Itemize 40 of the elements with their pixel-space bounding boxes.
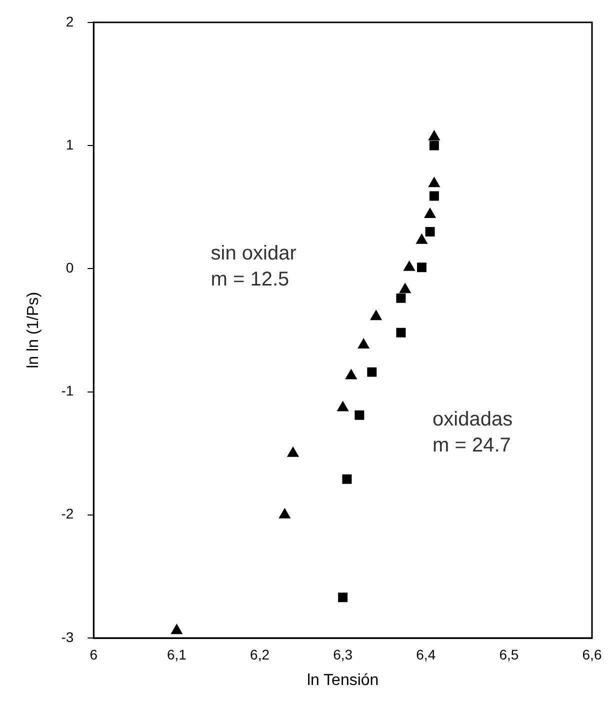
x-axis-title: ln Tensión xyxy=(306,672,379,689)
x-tick-label: 6,2 xyxy=(250,646,270,662)
point xyxy=(416,234,428,244)
point xyxy=(287,446,299,457)
x-tick-label: 6,1 xyxy=(166,646,187,662)
point xyxy=(358,338,370,348)
point xyxy=(345,369,357,380)
y-tick-label: -3 xyxy=(61,628,74,645)
y-tick-label: 2 xyxy=(66,13,74,30)
point xyxy=(399,283,411,294)
point xyxy=(428,177,440,188)
annotation: oxidadas m = 24.7 xyxy=(432,408,513,457)
point xyxy=(396,293,406,303)
point xyxy=(171,624,182,634)
x-tick-label: 6,3 xyxy=(333,646,353,662)
x-tick-label: 6,4 xyxy=(416,646,436,662)
y-axis-title: ln ln (1/Ps) xyxy=(25,292,42,368)
y-tick-label: 0 xyxy=(66,260,74,276)
x-tick-label: 6,5 xyxy=(499,646,519,662)
x-tick-label: 6 xyxy=(90,646,98,662)
annotation: sin oxidar m = 12.5 xyxy=(210,242,297,291)
y-tick-label: -1 xyxy=(61,382,74,399)
point xyxy=(425,226,435,236)
point xyxy=(354,410,364,420)
point xyxy=(396,328,406,338)
point xyxy=(338,592,348,602)
point xyxy=(367,367,377,377)
point xyxy=(429,140,439,150)
point xyxy=(404,260,415,271)
point xyxy=(342,474,352,484)
point xyxy=(278,508,290,518)
point xyxy=(429,191,439,201)
x-tick-label: 6,6 xyxy=(582,646,602,662)
y-tick-label: -2 xyxy=(61,506,74,522)
y-tick-label: 1 xyxy=(66,136,74,152)
point xyxy=(370,310,382,320)
point xyxy=(424,208,436,218)
point xyxy=(416,262,426,272)
point xyxy=(337,401,349,412)
point xyxy=(428,130,440,140)
